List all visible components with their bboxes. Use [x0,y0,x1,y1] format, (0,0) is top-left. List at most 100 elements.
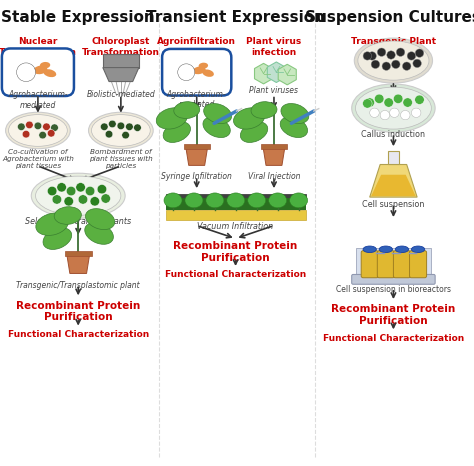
Ellipse shape [280,117,308,137]
Ellipse shape [36,213,68,235]
Ellipse shape [40,62,50,69]
Circle shape [393,94,403,103]
Text: Agrobacterium-
mediated: Agrobacterium- mediated [8,90,68,110]
Circle shape [17,63,36,82]
Ellipse shape [36,176,121,215]
FancyBboxPatch shape [356,248,431,276]
Ellipse shape [6,112,70,149]
Text: Plant virus
infection: Plant virus infection [246,37,301,57]
Circle shape [387,51,395,59]
Circle shape [382,62,391,70]
Text: Viral Injection: Viral Injection [248,172,300,181]
Circle shape [413,59,421,68]
Circle shape [371,60,380,69]
Circle shape [78,195,88,204]
Circle shape [64,197,73,206]
Ellipse shape [352,84,435,132]
Circle shape [384,98,393,107]
Circle shape [101,194,110,203]
Circle shape [39,131,46,139]
Text: Cell suspension in bioreactors: Cell suspension in bioreactors [336,285,451,294]
Ellipse shape [33,66,47,74]
Circle shape [47,186,57,196]
Ellipse shape [395,246,409,253]
Ellipse shape [31,173,125,218]
Circle shape [368,52,376,60]
Text: Transient Expression: Transient Expression [146,10,325,25]
Circle shape [415,95,424,104]
Text: Recombinant Protein
Purification: Recombinant Protein Purification [173,241,298,262]
Circle shape [109,120,116,128]
FancyBboxPatch shape [361,251,378,278]
Text: Functional Characterization: Functional Characterization [165,270,306,279]
Polygon shape [263,147,285,165]
Circle shape [407,52,416,60]
Circle shape [390,108,399,117]
Circle shape [363,99,372,108]
Circle shape [90,197,100,206]
FancyBboxPatch shape [166,210,306,220]
Text: Chloroplast
Transformation: Chloroplast Transformation [82,37,160,57]
Ellipse shape [174,102,200,118]
FancyBboxPatch shape [166,194,306,198]
Circle shape [380,110,390,120]
Text: Cell suspension: Cell suspension [362,200,425,209]
Circle shape [126,123,133,130]
Ellipse shape [356,87,431,129]
Ellipse shape [227,193,245,208]
Ellipse shape [202,69,214,77]
Circle shape [365,98,374,107]
Ellipse shape [85,223,113,244]
Circle shape [22,130,30,138]
Ellipse shape [206,193,224,208]
Circle shape [402,62,411,70]
Ellipse shape [204,103,232,123]
Ellipse shape [43,69,56,77]
Polygon shape [103,68,139,82]
Text: Stable Expression: Stable Expression [1,10,155,25]
Text: Agroinfiltration: Agroinfiltration [157,37,236,46]
FancyBboxPatch shape [388,151,399,164]
Ellipse shape [163,122,191,143]
Circle shape [178,64,195,81]
Text: Vacuum Infiltration: Vacuum Infiltration [198,222,273,231]
Circle shape [105,130,113,138]
Circle shape [51,124,58,131]
Ellipse shape [379,246,392,253]
Circle shape [97,185,107,194]
Circle shape [66,186,76,196]
FancyBboxPatch shape [166,198,306,210]
FancyBboxPatch shape [261,144,287,149]
Circle shape [392,60,400,69]
Ellipse shape [240,122,268,143]
Ellipse shape [156,108,187,129]
Ellipse shape [164,193,182,208]
Text: Syringe Infiltration: Syringe Infiltration [161,172,232,181]
Ellipse shape [203,117,230,137]
Text: Biolistic-mediated: Biolistic-mediated [86,90,155,99]
Text: Nuclear
Transformation: Nuclear Transformation [0,37,77,57]
Circle shape [47,130,55,137]
Circle shape [363,52,372,60]
Circle shape [85,186,95,196]
Text: Suspension Cultures: Suspension Cultures [305,10,474,25]
Text: Transgenic Plant: Transgenic Plant [351,37,436,46]
Circle shape [403,98,412,107]
Ellipse shape [234,108,264,129]
Ellipse shape [185,193,203,208]
Ellipse shape [192,67,206,74]
Circle shape [411,108,421,117]
Text: Co-cultivation of
Agrobacterium with
plant tissues: Co-cultivation of Agrobacterium with pla… [2,149,74,169]
Circle shape [57,183,66,192]
Circle shape [401,110,410,120]
Circle shape [370,108,379,117]
Polygon shape [371,175,416,196]
Polygon shape [67,254,90,274]
Ellipse shape [85,209,115,230]
Ellipse shape [363,246,376,253]
Text: Recombinant Protein
Purification: Recombinant Protein Purification [331,304,456,326]
Ellipse shape [9,115,67,146]
Text: Selection of transformants: Selection of transformants [25,217,131,226]
Ellipse shape [354,38,432,83]
Circle shape [374,94,384,103]
